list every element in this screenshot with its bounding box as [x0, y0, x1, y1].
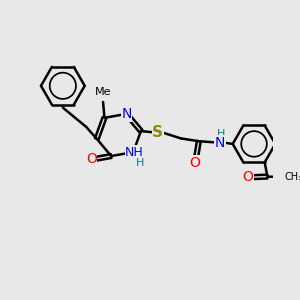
Text: H: H — [136, 158, 144, 167]
Text: N: N — [215, 136, 225, 150]
Text: O: O — [242, 170, 253, 184]
Text: O: O — [86, 152, 97, 166]
Text: CH₃: CH₃ — [284, 172, 300, 182]
Text: O: O — [189, 156, 200, 170]
Text: NH: NH — [125, 146, 144, 159]
Text: N: N — [121, 107, 132, 121]
Text: S: S — [152, 125, 163, 140]
Text: H: H — [217, 129, 225, 140]
Text: Me: Me — [95, 86, 111, 97]
